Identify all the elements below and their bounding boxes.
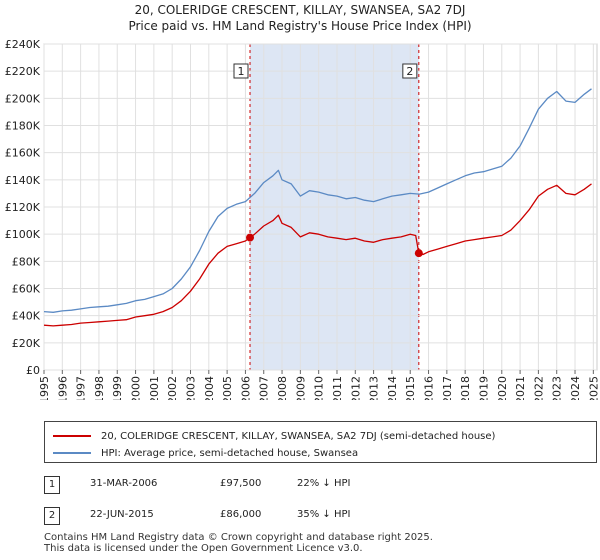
x-tick-label: 2002 <box>166 376 179 400</box>
x-tick-label: 2009 <box>294 376 307 400</box>
y-tick-label: £40K <box>12 310 41 323</box>
x-tick-label: 2000 <box>130 376 143 400</box>
x-tick-label: 2016 <box>423 376 436 400</box>
x-tick-label: 2025 <box>587 376 600 400</box>
x-tick-label: 2007 <box>258 376 271 400</box>
sale-price: £97,500 <box>220 478 262 489</box>
x-tick-label: 1996 <box>56 376 69 400</box>
property-series-line <box>43 183 592 327</box>
y-tick-label: £120K <box>5 201 41 214</box>
y-tick-label: £80K <box>12 255 41 268</box>
legend-swatch-property <box>53 435 91 437</box>
x-tick-label: 1999 <box>111 376 124 400</box>
x-tick-label: 2017 <box>441 376 454 400</box>
sale-hpi-diff: 22% ↓ HPI <box>297 478 351 489</box>
y-tick-label: £60K <box>12 283 41 296</box>
sale-number-badge: 1 <box>44 476 60 494</box>
sale-label-number: 1 <box>238 65 245 78</box>
x-tick-label: 2022 <box>532 376 545 400</box>
x-tick-label: 2014 <box>386 376 399 400</box>
sale-point <box>246 233 255 242</box>
legend-item-hpi: HPI: Average price, semi-detached house,… <box>53 445 358 461</box>
x-tick-label: 2010 <box>313 376 326 400</box>
y-tick-label: £0 <box>26 364 40 377</box>
y-tick-label: £140K <box>5 174 41 187</box>
footer-copyright: Contains HM Land Registry data © Crown c… <box>44 532 433 543</box>
x-tick-label: 2018 <box>459 376 472 400</box>
sale-date: 31-MAR-2006 <box>90 478 158 489</box>
legend: 20, COLERIDGE CRESCENT, KILLAY, SWANSEA,… <box>44 421 597 463</box>
sale-price: £86,000 <box>220 509 262 520</box>
x-tick-label: 2005 <box>221 376 234 400</box>
legend-label-property: 20, COLERIDGE CRESCENT, KILLAY, SWANSEA,… <box>101 430 496 442</box>
footer: Contains HM Land Registry data © Crown c… <box>44 532 594 554</box>
x-tick-label: 2021 <box>514 376 527 400</box>
sale-date: 22-JUN-2015 <box>90 509 154 520</box>
y-tick-label: £160K <box>5 147 41 160</box>
x-tick-label: 2020 <box>496 376 509 400</box>
x-tick-label: 2015 <box>404 376 417 400</box>
y-tick-label: £240K <box>5 38 41 51</box>
hpi-series-line <box>43 88 592 313</box>
x-tick-label: 2004 <box>203 376 216 400</box>
sale-number-badge: 2 <box>44 507 60 525</box>
x-tick-label: 1998 <box>93 376 106 400</box>
chart-subtitle: Price paid vs. HM Land Registry's House … <box>128 19 472 33</box>
sale-label-box <box>402 63 418 79</box>
y-tick-label: £180K <box>5 120 41 133</box>
sale-point <box>414 249 423 258</box>
x-tick-label: 2011 <box>331 376 344 400</box>
x-tick-label: 2013 <box>368 376 381 400</box>
y-tick-label: £200K <box>5 92 41 105</box>
x-tick-label: 1997 <box>75 376 88 400</box>
x-tick-label: 1995 <box>38 376 51 400</box>
x-tick-label: 2006 <box>239 376 252 400</box>
table-row: 2 22-JUN-2015 £86,000 35% ↓ HPI <box>44 507 597 527</box>
sale-label-number: 2 <box>406 65 413 78</box>
footer-license: This data is licensed under the Open Gov… <box>44 543 363 554</box>
x-tick-label: 2024 <box>569 376 582 400</box>
x-tick-label: 2001 <box>148 376 161 400</box>
legend-label-hpi: HPI: Average price, semi-detached house,… <box>101 447 359 459</box>
sale-label-box <box>233 63 249 79</box>
legend-swatch-hpi <box>53 452 91 454</box>
x-tick-label: 2019 <box>477 376 490 400</box>
table-row: 1 31-MAR-2006 £97,500 22% ↓ HPI <box>44 476 597 496</box>
x-tick-label: 2023 <box>551 376 564 400</box>
chart-title: 20, COLERIDGE CRESCENT, KILLAY, SWANSEA,… <box>134 3 466 17</box>
y-tick-label: £100K <box>5 228 41 241</box>
x-tick-label: 2012 <box>349 376 362 400</box>
price-chart: £0 £20K £40K £60K £80K £100K £120K £140K £160K £1… <box>5 38 600 400</box>
x-tick-label: 2003 <box>184 376 197 400</box>
y-tick-label: £220K <box>5 65 41 78</box>
sale-hpi-diff: 35% ↓ HPI <box>297 509 351 520</box>
y-tick-label: £20K <box>12 337 41 350</box>
x-tick-label: 2008 <box>276 376 289 400</box>
legend-item-property: 20, COLERIDGE CRESCENT, KILLAY, SWANSEA,… <box>53 428 495 444</box>
